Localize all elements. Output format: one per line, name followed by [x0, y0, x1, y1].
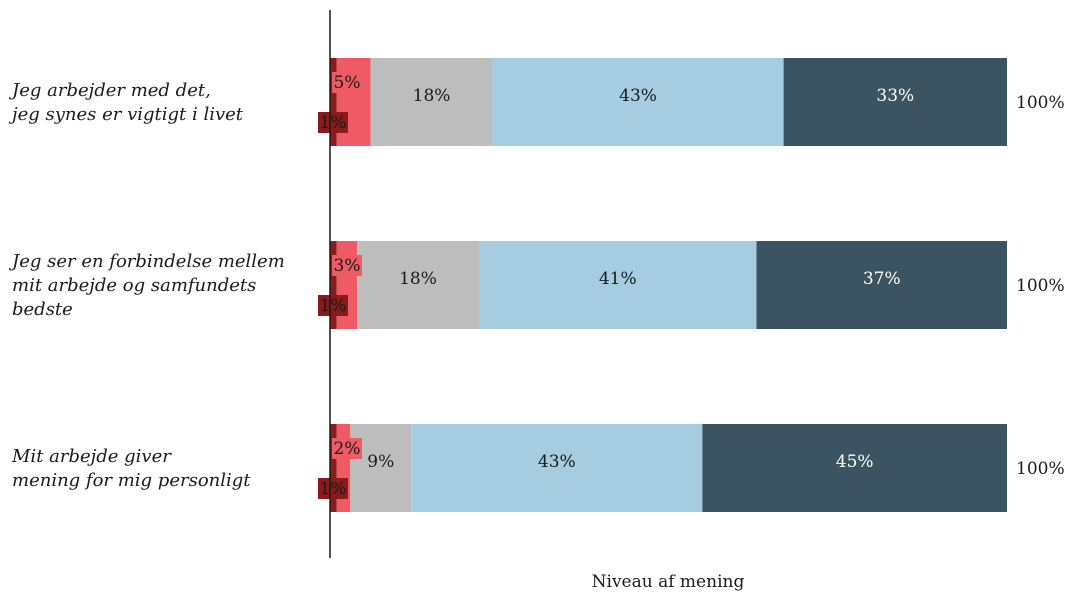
segment-label: 18% [399, 269, 437, 289]
total-label: 100% [1016, 276, 1065, 296]
x-axis-title: Niveau af mening [592, 572, 745, 592]
segment-label-badge [318, 112, 348, 133]
segment-label: 5% [334, 73, 361, 93]
segment-label-badge [318, 295, 348, 316]
total-labels: 100% 100% 100% [1016, 93, 1065, 479]
bar-row: 18% 43% 33% 1% 5% [318, 58, 1007, 146]
bar-segment [330, 424, 337, 512]
bar-segment [702, 424, 1007, 512]
bar-segment [756, 241, 1007, 329]
total-label: 100% [1016, 93, 1065, 113]
bar-row: 18% 41% 37% 1% 3% [318, 241, 1007, 329]
segment-label: 1% [320, 479, 347, 499]
bar-segment [357, 241, 479, 329]
segment-label: 43% [619, 86, 657, 106]
segment-label: 43% [538, 452, 576, 472]
segment-label-badge [318, 478, 348, 499]
segment-label: 18% [413, 86, 451, 106]
category-label-line: jeg synes er vigtigt i livet [8, 104, 244, 125]
bar-segment [478, 241, 757, 329]
segment-label: 3% [334, 256, 361, 276]
segment-label: 1% [320, 296, 347, 316]
bar-segment [492, 58, 784, 146]
bar-segment [330, 241, 337, 329]
category-label-line: Jeg arbejder med det, [8, 80, 211, 101]
segment-label-badge [332, 72, 362, 93]
total-label: 100% [1016, 459, 1065, 479]
category-labels: Jeg arbejder med det, jeg synes er vigtig… [8, 80, 285, 491]
category-label: Jeg ser en forbindelse mellem mit arbejde… [8, 251, 285, 320]
bar-row: 9% 43% 45% 1% 2% [318, 424, 1007, 512]
segment-label: 33% [876, 86, 914, 106]
segment-label-badge [332, 438, 362, 459]
category-label-line: Mit arbejde giver [11, 446, 172, 467]
segment-label: 37% [863, 269, 901, 289]
category-label-line: mit arbejde og samfundets [12, 275, 256, 296]
bar-segment [330, 58, 337, 146]
category-label: Mit arbejde giver mening for mig personli… [11, 446, 251, 491]
bar-segment [411, 424, 703, 512]
segment-label: 1% [320, 113, 347, 133]
category-label-line: mening for mig personligt [12, 470, 251, 491]
bar-segment [783, 58, 1007, 146]
category-label-line: bedste [12, 299, 73, 320]
bars: 18% 43% 33% 1% 5% 18% 41% 37% 1% 3% 9% 43% 45% 1% 2% [318, 58, 1007, 512]
segment-label: 9% [367, 452, 394, 472]
category-label-line: Jeg ser en forbindelse mellem [8, 251, 285, 272]
segment-label: 2% [334, 439, 361, 459]
segment-label: 45% [836, 452, 874, 472]
bar-segment [370, 58, 493, 146]
segment-label: 41% [599, 269, 637, 289]
category-label: Jeg arbejder med det, jeg synes er vigtig… [8, 80, 244, 125]
segment-label-badge [332, 255, 362, 276]
